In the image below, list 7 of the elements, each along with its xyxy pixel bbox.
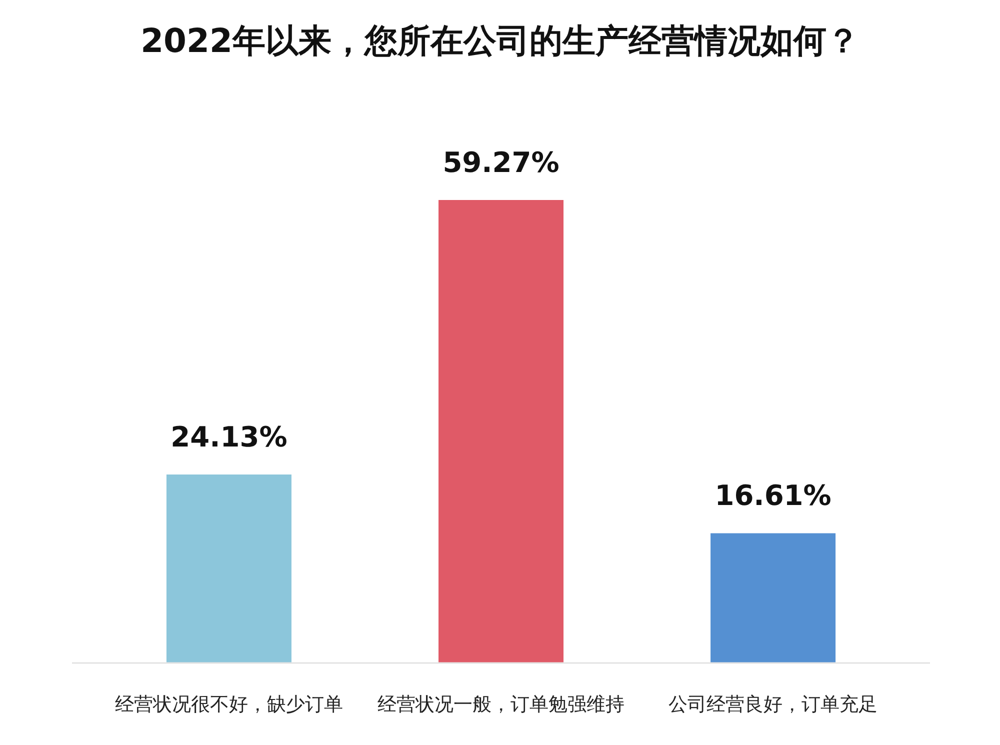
data-label: 16.61% bbox=[714, 479, 832, 512]
x-tick-label: 经营状况一般，订单勉强维持 bbox=[378, 693, 624, 716]
x-tick-label: 经营状况很不好，缺少订单 bbox=[114, 693, 343, 716]
chart-title: 2022年以来，您所在公司的生产经营情况如何？ bbox=[140, 21, 860, 60]
data-label: 24.13% bbox=[170, 420, 288, 454]
x-tick-label: 公司经营良好，订单充足 bbox=[668, 693, 878, 716]
data-label: 59.27% bbox=[442, 146, 560, 179]
